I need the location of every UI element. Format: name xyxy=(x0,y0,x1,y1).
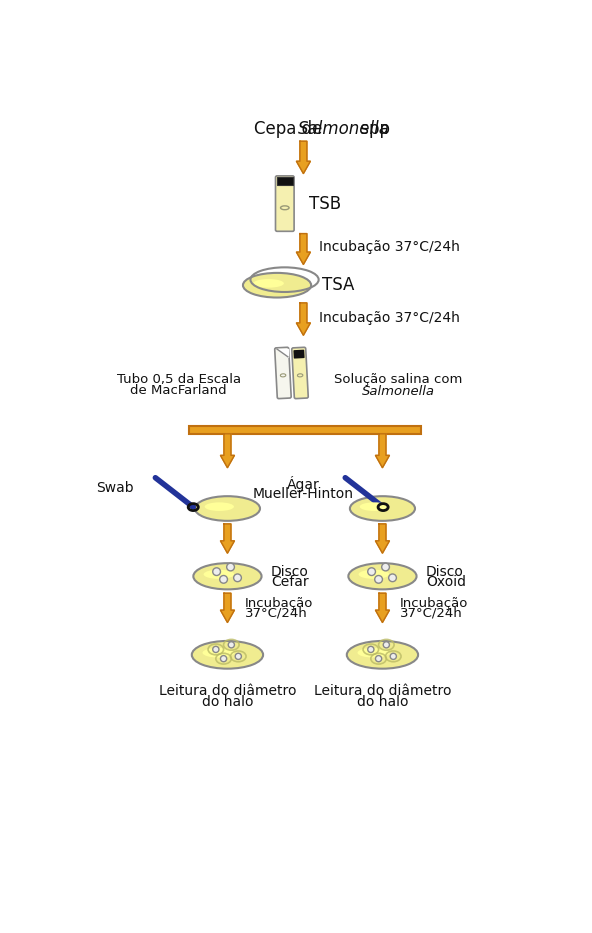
Text: Leitura do diâmetro: Leitura do diâmetro xyxy=(159,684,296,698)
Text: Tubo 0,5 da Escala: Tubo 0,5 da Escala xyxy=(117,373,241,386)
Circle shape xyxy=(213,647,219,652)
Circle shape xyxy=(368,568,375,576)
Text: Mueller-Hinton: Mueller-Hinton xyxy=(253,487,354,501)
Text: Solução salina com: Solução salina com xyxy=(334,373,462,386)
Text: do halo: do halo xyxy=(202,695,253,709)
FancyBboxPatch shape xyxy=(275,175,294,231)
Bar xyxy=(189,426,421,434)
Ellipse shape xyxy=(253,279,284,287)
Ellipse shape xyxy=(195,496,260,521)
FancyBboxPatch shape xyxy=(294,350,305,358)
Text: Ágar: Ágar xyxy=(287,476,320,492)
Text: do halo: do halo xyxy=(357,695,408,709)
Ellipse shape xyxy=(194,564,262,590)
Bar xyxy=(277,176,292,185)
Text: 37°C/24h: 37°C/24h xyxy=(244,606,307,620)
Polygon shape xyxy=(297,141,310,174)
Circle shape xyxy=(229,642,234,648)
Polygon shape xyxy=(220,434,234,467)
Circle shape xyxy=(220,576,227,583)
Polygon shape xyxy=(220,524,234,553)
Text: Incubação 37°C/24h: Incubação 37°C/24h xyxy=(319,311,460,325)
Ellipse shape xyxy=(192,641,263,669)
Circle shape xyxy=(235,653,242,660)
Circle shape xyxy=(220,656,227,661)
Text: Disco: Disco xyxy=(271,565,308,579)
Polygon shape xyxy=(220,593,234,622)
Polygon shape xyxy=(375,434,390,467)
Text: 37°C/24h: 37°C/24h xyxy=(400,606,462,620)
Polygon shape xyxy=(277,349,288,356)
Circle shape xyxy=(368,647,374,652)
Text: TSB: TSB xyxy=(309,195,341,214)
Ellipse shape xyxy=(202,648,234,658)
Text: Leitura do diâmetro: Leitura do diâmetro xyxy=(314,684,451,698)
Ellipse shape xyxy=(348,564,417,590)
Circle shape xyxy=(213,568,220,576)
Polygon shape xyxy=(297,303,310,335)
Circle shape xyxy=(375,576,382,583)
Text: Swab: Swab xyxy=(96,480,133,494)
Text: Incubação: Incubação xyxy=(244,597,313,610)
Text: Incubação: Incubação xyxy=(400,597,468,610)
Circle shape xyxy=(389,574,397,581)
Circle shape xyxy=(375,656,382,661)
Text: Disco: Disco xyxy=(426,565,464,579)
Circle shape xyxy=(390,653,397,660)
Circle shape xyxy=(234,574,242,581)
Text: Salmonella: Salmonella xyxy=(362,385,435,398)
Text: Oxoid: Oxoid xyxy=(426,576,466,590)
Text: Salmonella: Salmonella xyxy=(298,120,390,138)
Text: Cepa de: Cepa de xyxy=(254,120,327,138)
Polygon shape xyxy=(297,233,310,264)
Ellipse shape xyxy=(205,502,234,511)
Ellipse shape xyxy=(359,570,390,578)
Polygon shape xyxy=(375,593,390,622)
Text: de MacFarland: de MacFarland xyxy=(130,384,227,397)
Circle shape xyxy=(382,564,390,571)
Ellipse shape xyxy=(204,570,234,578)
Ellipse shape xyxy=(358,648,390,658)
Text: Incubação 37°C/24h: Incubação 37°C/24h xyxy=(319,241,460,255)
Ellipse shape xyxy=(243,272,311,298)
Text: TSA: TSA xyxy=(322,276,355,294)
Ellipse shape xyxy=(350,496,415,521)
Circle shape xyxy=(383,642,390,648)
FancyBboxPatch shape xyxy=(275,347,291,398)
Text: spp: spp xyxy=(355,120,390,138)
Text: Cefar: Cefar xyxy=(271,576,308,590)
Polygon shape xyxy=(375,524,390,553)
Circle shape xyxy=(227,564,234,571)
FancyBboxPatch shape xyxy=(292,347,308,398)
Ellipse shape xyxy=(360,502,389,511)
Ellipse shape xyxy=(347,641,418,669)
